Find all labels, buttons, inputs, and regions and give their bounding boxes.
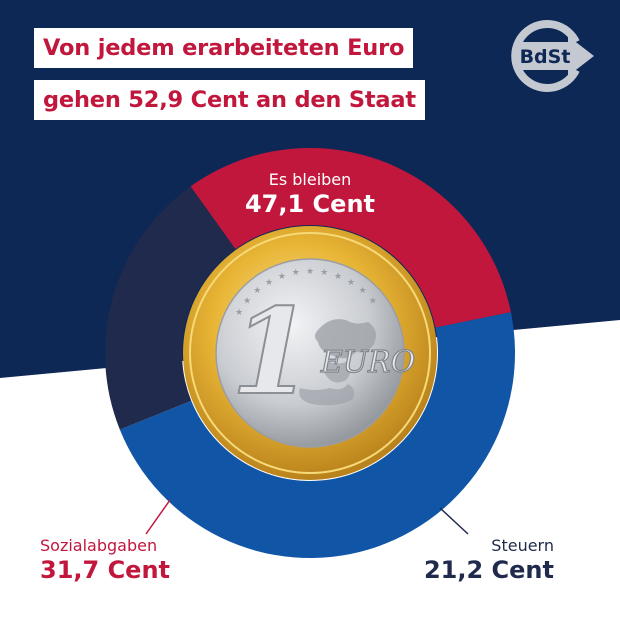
slice-sozialabgaben [190, 148, 511, 328]
coin-star-icon: ★ [243, 296, 251, 306]
leader-lines [145, 499, 469, 535]
slice-name-es-bleiben: Es bleiben [268, 170, 352, 189]
slice-es-bleiben [119, 312, 516, 558]
logo-text: BdSt [520, 46, 571, 68]
slice-name-sozialabgaben: Sozialabgaben [40, 536, 158, 555]
euro-coin-icon: ★★★★★ ★ ★ ★ ★★★★ 1 EURO [183, 226, 437, 480]
coin-star-icon: ★ [253, 286, 261, 296]
coin-star-icon: ★ [347, 278, 355, 288]
coin-star-icon: ★ [292, 268, 300, 278]
headline-line-2: gehen 52,9 Cent an den Staat [34, 80, 425, 120]
slice-steuern [105, 186, 236, 430]
label-sozialabgaben: Sozialabgaben 31,7 Cent [40, 536, 170, 585]
coin-label: EURO [320, 345, 415, 380]
coin-star-icon: ★ [235, 308, 243, 318]
slice-value-steuern: 21,2 Cent [423, 556, 554, 584]
coin-numeral: 1 [231, 282, 313, 421]
bdst-logo-arrow-icon: BdSt [511, 20, 594, 92]
coin-star-icon: ★ [306, 267, 314, 277]
coin-star-icon: ★ [369, 296, 377, 306]
slice-name-steuern: Steuern [491, 536, 554, 555]
leader-line-steuern [439, 507, 469, 535]
coin-star-icon: ★ [265, 278, 273, 288]
coin-star-icon: ★ [320, 268, 328, 278]
coin-star-icon: ★ [278, 272, 286, 282]
donut-slices [105, 148, 516, 558]
coin-stars: ★★★★★ ★ ★ ★ ★★★★ [235, 267, 377, 318]
slice-value-es-bleiben: 47,1 Cent [244, 190, 376, 218]
leader-line-sozialabgaben [145, 499, 171, 535]
coin-star-icon: ★ [334, 272, 342, 282]
label-steuern: Steuern 21,2 Cent [424, 536, 554, 585]
slice-value-sozialabgaben: 31,7 Cent [40, 556, 171, 584]
headline-line-1: Von jedem erarbeiteten Euro [34, 28, 414, 68]
label-es-bleiben: Es bleiben 47,1 Cent [210, 170, 410, 219]
coin-star-icon: ★ [359, 286, 367, 296]
